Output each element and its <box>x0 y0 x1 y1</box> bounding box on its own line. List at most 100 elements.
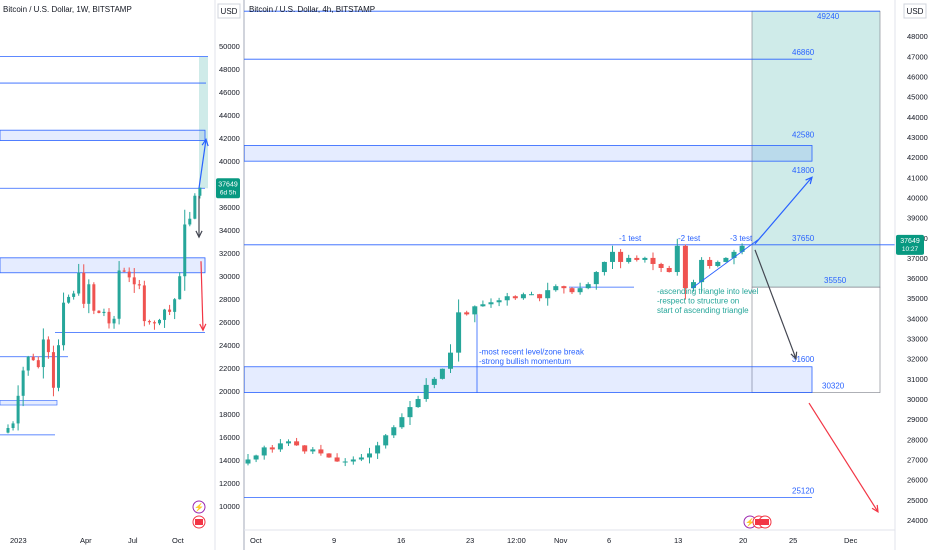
h4-y-tick-28000: 28000 <box>907 435 928 444</box>
h4-candle-54 <box>682 244 688 300</box>
h4-y-tick-39000: 39000 <box>907 214 928 223</box>
h4-triangle-note-0: -ascending triangle into level <box>657 287 759 296</box>
weekly-candle-37 <box>193 193 197 220</box>
weekly-candle-17 <box>92 282 96 315</box>
h4-candle-55 <box>691 279 696 292</box>
h4-candle-48 <box>634 255 640 262</box>
weekly-candle-28 <box>147 319 151 325</box>
weekly-candle-1 <box>11 421 15 431</box>
weekly-candle-18 <box>97 310 101 314</box>
weekly-candle-0 <box>6 424 10 434</box>
h4-level-label-49240: 49240 <box>817 12 840 21</box>
weekly-candle-19 <box>102 308 106 317</box>
weekly-badge-price: 37649 <box>218 181 238 188</box>
h4-level-label-41800: 41800 <box>792 166 815 175</box>
weekly-candle-3 <box>21 366 25 407</box>
h4-price-axis[interactable] <box>895 0 932 550</box>
h4-indicator-icons[interactable]: ⚡ <box>743 515 772 529</box>
h4-candle-1 <box>253 454 259 463</box>
h4-y-tick-30000: 30000 <box>907 395 928 404</box>
h4-candle-45 <box>610 245 615 270</box>
h4-candle-42 <box>585 282 591 290</box>
weekly-x-tick-Apr: Apr <box>80 536 92 545</box>
pane-divider[interactable] <box>243 0 245 550</box>
h4-badge-countdown: 10:27 <box>902 246 919 253</box>
weekly-low-zone <box>0 400 58 406</box>
h4-level-label-30320: 30320 <box>822 382 845 391</box>
weekly-y-tick-46000: 46000 <box>219 88 240 97</box>
h4-level-label-46860: 46860 <box>792 48 815 57</box>
weekly-y-tick-10000: 10000 <box>219 502 240 511</box>
weekly-candle-14 <box>77 263 81 296</box>
h4-candle-2 <box>261 445 267 460</box>
weekly-candle-34 <box>178 272 182 300</box>
h4-y-tick-36000: 36000 <box>907 274 928 283</box>
weekly-candle-4 <box>26 355 30 376</box>
h4-y-tick-46000: 46000 <box>907 73 928 82</box>
h4-chart-canvas[interactable]: 49240 46860 42580 41800 37650 35550 31600 30320… <box>244 0 932 550</box>
weekly-chart-pane[interactable]: 10000 12000 14000 16000 18000 20000 22000 24000… <box>0 0 244 550</box>
h4-candle-57 <box>707 256 713 269</box>
h4-candle-27 <box>464 310 470 316</box>
weekly-y-tick-28000: 28000 <box>219 295 240 304</box>
h4-candle-43 <box>593 271 599 290</box>
h4-resistance-zone <box>244 145 813 162</box>
h4-level-label-25120: 25120 <box>792 486 815 495</box>
weekly-price-axis[interactable] <box>215 0 244 550</box>
h4-y-tick-27000: 27000 <box>907 455 928 464</box>
h4-y-tick-41000: 41000 <box>907 173 928 182</box>
h4-test-label-1: -1 test <box>619 234 642 243</box>
weekly-y-tick-40000: 40000 <box>219 157 240 166</box>
h4-candle-38 <box>553 284 559 292</box>
h4-badge-price: 37649 <box>900 238 920 245</box>
h4-candle-4 <box>277 439 283 452</box>
h4-y-tick-37000: 37000 <box>907 254 928 263</box>
h4-y-tick-42000: 42000 <box>907 153 928 162</box>
h4-y-tick-33000: 33000 <box>907 335 928 344</box>
h4-stop-box <box>751 286 881 393</box>
h4-y-tick-48000: 48000 <box>907 32 928 41</box>
weekly-candle-12 <box>67 294 71 304</box>
h4-candle-47 <box>626 254 632 264</box>
weekly-y-tick-24000: 24000 <box>219 341 240 350</box>
weekly-candle-5 <box>31 353 35 361</box>
weekly-indicator-icons[interactable]: ⚡ <box>192 500 206 529</box>
weekly-candle-24 <box>127 267 131 283</box>
weekly-candle-32 <box>168 304 172 316</box>
h4-candle-51 <box>658 262 664 273</box>
weekly-currency-box[interactable] <box>217 3 241 19</box>
weekly-up-arrow <box>198 138 209 189</box>
weekly-y-tick-44000: 44000 <box>219 111 240 120</box>
h4-candle-59 <box>723 257 729 263</box>
weekly-currency-label: USD <box>221 7 238 16</box>
h4-currency-box[interactable] <box>903 3 927 19</box>
weekly-badge-countdown: 6d 5h <box>220 189 237 196</box>
h4-y-tick-43000: 43000 <box>907 133 928 142</box>
weekly-candle-16 <box>87 279 91 314</box>
h4-test-label-2: -2 test <box>678 234 701 243</box>
h4-x-tick-10: Dec <box>844 536 858 545</box>
h4-breakout-zone <box>244 366 813 393</box>
h4-candle-13 <box>350 456 356 465</box>
weekly-y-tick-50000: 50000 <box>219 42 240 51</box>
h4-red-arrow <box>808 402 879 514</box>
h4-candle-24 <box>439 368 445 380</box>
h4-triangle-support <box>691 239 759 289</box>
h4-y-tick-25000: 25000 <box>907 496 928 505</box>
weekly-candle-9 <box>51 345 55 397</box>
h4-y-tick-47000: 47000 <box>907 52 928 61</box>
h4-down-arrow <box>754 249 798 360</box>
weekly-resistance-zone <box>0 129 206 141</box>
h4-candle-44 <box>601 261 607 276</box>
h4-y-tick-24000: 24000 <box>907 516 928 525</box>
h4-level-label-31600: 31600 <box>792 355 815 364</box>
h4-candle-22 <box>423 378 429 402</box>
h4-candle-52 <box>666 265 672 273</box>
h4-candle-16 <box>375 441 381 459</box>
h4-candle-50 <box>650 252 656 271</box>
h4-y-tick-32000: 32000 <box>907 355 928 364</box>
h4-candle-37 <box>545 282 551 306</box>
h4-triangle-note-2: start of ascending triangle <box>657 306 749 315</box>
h4-chart-pane[interactable]: 49240 46860 42580 41800 37650 35550 31600 30320… <box>244 0 932 550</box>
weekly-chart-canvas[interactable]: 10000 12000 14000 16000 18000 20000 22000 24000… <box>0 0 244 550</box>
